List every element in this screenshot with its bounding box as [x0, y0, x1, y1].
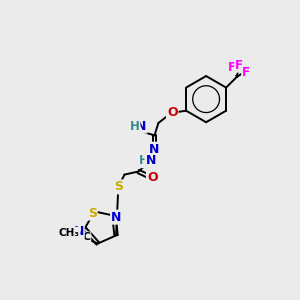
Text: N: N [111, 211, 122, 224]
Text: S: S [88, 206, 97, 220]
Text: N: N [149, 143, 160, 156]
Text: CH₃: CH₃ [58, 228, 80, 238]
Text: H: H [130, 120, 140, 133]
Text: F: F [227, 61, 236, 74]
Text: N: N [136, 120, 147, 133]
Text: F: F [242, 66, 250, 79]
Text: F: F [235, 59, 243, 72]
Text: O: O [167, 106, 178, 119]
Text: H: H [139, 154, 149, 167]
Text: O: O [147, 171, 158, 184]
Text: N: N [74, 225, 84, 238]
Text: S: S [114, 180, 123, 194]
Text: C: C [82, 232, 90, 242]
Text: N: N [146, 154, 156, 167]
